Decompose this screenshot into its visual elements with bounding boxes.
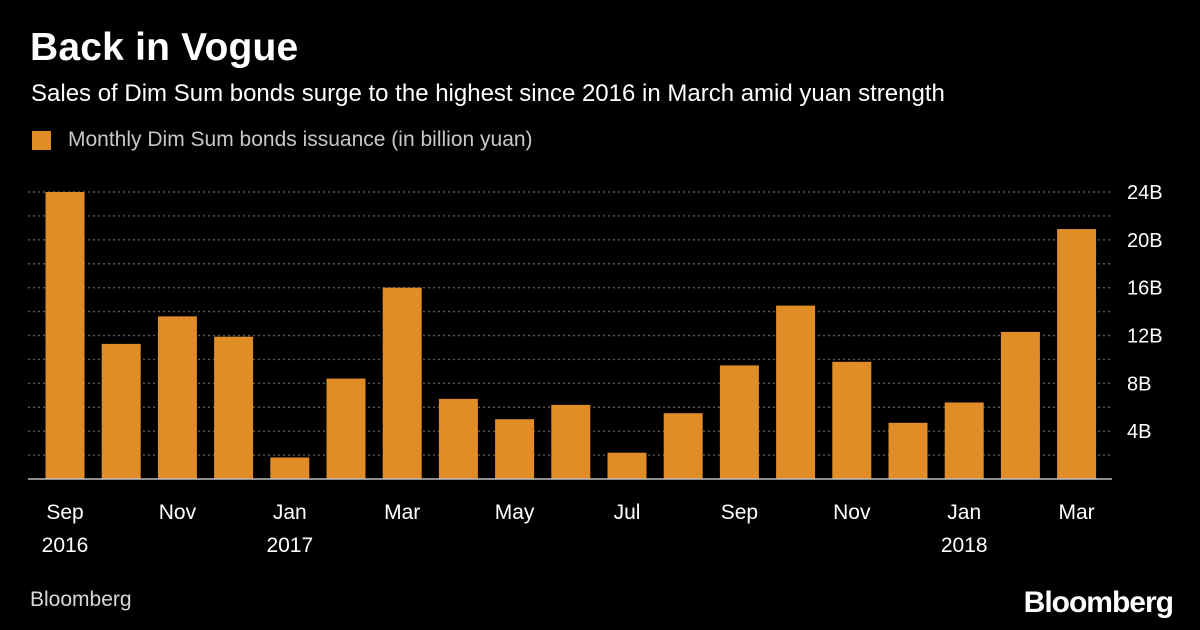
x-tick-label: Sep <box>46 501 83 524</box>
y-tick-label: 8B <box>1127 373 1151 395</box>
x-tick-label: 2016 <box>42 534 89 557</box>
bar <box>45 192 85 479</box>
y-axis-tick-labels: 4B 8B 12B 16B 20B 24B <box>1127 182 1163 443</box>
bar <box>270 457 310 479</box>
source-label: Bloomberg <box>30 588 132 611</box>
bar <box>888 422 928 479</box>
x-tick-label: Jul <box>614 501 641 524</box>
bar <box>438 398 478 479</box>
bar <box>551 404 591 479</box>
x-tick-label: May <box>495 501 535 524</box>
bar <box>1000 331 1040 479</box>
bar <box>832 361 872 479</box>
bar <box>663 413 703 479</box>
bar <box>326 378 366 479</box>
y-tick-label: 4B <box>1127 421 1151 443</box>
x-tick-label: Jan <box>947 501 981 524</box>
bar <box>607 452 647 479</box>
bar <box>214 336 254 479</box>
legend: Monthly Dim Sum bonds issuance (in billi… <box>32 128 533 152</box>
bar <box>495 419 535 479</box>
bar <box>157 316 197 479</box>
bloomberg-logo: Bloomberg <box>1023 586 1174 619</box>
y-tick-label: 12B <box>1127 326 1163 348</box>
legend-label: Monthly Dim Sum bonds issuance (in billi… <box>68 128 533 151</box>
bars <box>45 192 1097 479</box>
x-tick-label: Mar <box>1059 501 1095 524</box>
x-axis-tick-labels: Sep 2016 Nov Jan 2017 Mar May Jul Sep Nov Jan 2018 M… <box>42 501 1095 557</box>
x-tick-label: 2018 <box>941 534 988 557</box>
y-tick-label: 16B <box>1127 278 1163 300</box>
x-tick-label: Sep <box>721 501 758 524</box>
bar <box>719 365 759 479</box>
bar <box>1057 229 1097 479</box>
x-tick-label: 2017 <box>266 534 313 557</box>
chart-title: Back in Vogue <box>30 26 299 69</box>
x-tick-label: Nov <box>159 501 197 524</box>
y-tick-label: 24B <box>1127 182 1163 204</box>
x-tick-label: Nov <box>833 501 871 524</box>
bar <box>776 305 816 479</box>
legend-swatch <box>32 130 51 150</box>
x-tick-label: Jan <box>273 501 307 524</box>
bar <box>382 287 422 479</box>
bar <box>944 402 984 479</box>
bar <box>101 343 141 479</box>
chart-subtitle: Sales of Dim Sum bonds surge to the high… <box>31 80 945 107</box>
y-tick-label: 20B <box>1127 230 1163 252</box>
x-tick-label: Mar <box>384 501 420 524</box>
